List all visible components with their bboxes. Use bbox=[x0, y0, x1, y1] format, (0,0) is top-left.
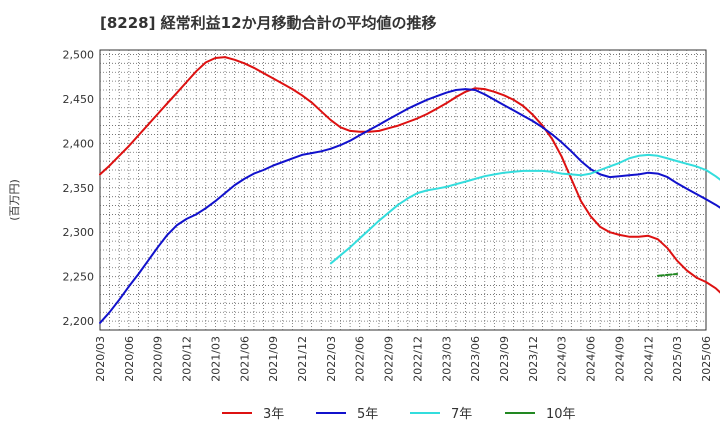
y-tick-label: 2,250 bbox=[63, 271, 95, 284]
x-tick-label: 2023/06 bbox=[469, 336, 482, 382]
y-tick-label: 2,350 bbox=[63, 182, 95, 195]
x-tick-label: 2022/03 bbox=[325, 336, 338, 382]
y-tick-label: 2,400 bbox=[63, 137, 95, 150]
y-axis-label: (百万円) bbox=[8, 179, 21, 221]
legend-label-1: 5年 bbox=[357, 407, 378, 422]
x-tick-label: 2023/03 bbox=[440, 336, 453, 382]
legend-label-3: 10年 bbox=[546, 407, 576, 422]
x-tick-label: 2020/09 bbox=[152, 336, 165, 382]
x-tick-label: 2025/06 bbox=[700, 336, 713, 382]
y-tick-label: 2,500 bbox=[63, 48, 95, 61]
plot-frame bbox=[99, 49, 707, 331]
x-tick-label: 2020/12 bbox=[181, 336, 194, 382]
x-tick-label: 2020/06 bbox=[123, 336, 136, 382]
series-line-3 bbox=[656, 273, 679, 277]
chart-title: [8228] 経常利益12か月移動合計の平均値の推移 bbox=[100, 14, 437, 32]
legend-label-2: 7年 bbox=[451, 407, 472, 422]
legend-label-0: 3年 bbox=[263, 407, 284, 422]
x-tick-label: 2022/12 bbox=[411, 336, 424, 382]
legend: 3年 5年 7年 10年 bbox=[222, 407, 576, 422]
y-tick-label: 2,450 bbox=[63, 93, 95, 106]
y-tick-label: 2,200 bbox=[63, 315, 95, 328]
x-tick-label: 2021/06 bbox=[238, 336, 251, 382]
x-tick-label: 2021/12 bbox=[296, 336, 309, 382]
x-tick-label: 2023/12 bbox=[527, 336, 540, 382]
series-line-2 bbox=[329, 153, 720, 265]
y-tick-label: 2,300 bbox=[63, 226, 95, 239]
x-tick-label: 2021/09 bbox=[267, 336, 280, 382]
x-tick-label: 2022/09 bbox=[383, 336, 396, 382]
x-tick-label: 2023/09 bbox=[498, 336, 511, 382]
x-tick-label: 2024/09 bbox=[613, 336, 626, 382]
x-tick-label: 2025/03 bbox=[671, 336, 684, 382]
plot-area: 2,200 2,250 2,300 2,350 2,400 2,450 2,500 2020/… bbox=[63, 48, 720, 382]
x-tick-label: 2024/12 bbox=[642, 336, 655, 382]
x-tick-label: 2024/06 bbox=[585, 336, 598, 382]
series-line-0 bbox=[99, 56, 720, 294]
x-tick-label: 2022/06 bbox=[354, 336, 367, 382]
x-tick-label: 2020/03 bbox=[94, 336, 107, 382]
series-line-1 bbox=[99, 88, 720, 324]
x-tick-label: 2021/03 bbox=[209, 336, 222, 382]
x-tick-label: 2024/03 bbox=[556, 336, 569, 382]
